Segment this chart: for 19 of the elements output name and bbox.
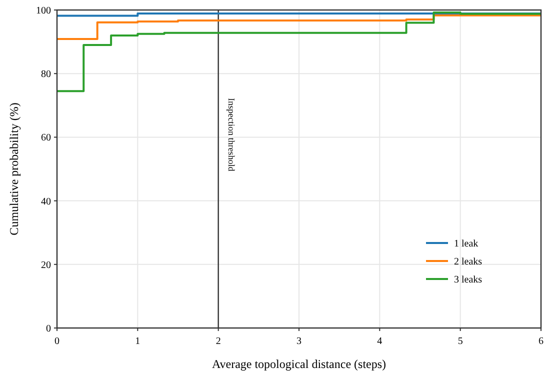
ref-line-label: Inspection threshold	[226, 98, 236, 172]
x-tick-label: 0	[54, 336, 60, 347]
y-tick-label: 0	[46, 324, 51, 334]
x-tick-label: 6	[538, 336, 544, 347]
y-tick-label: 80	[41, 69, 51, 80]
legend-label: 2 leaks	[454, 256, 482, 268]
y-axis-title: Cumulative probability (%)	[7, 102, 21, 236]
x-tick-label: 2	[216, 336, 221, 347]
x-tick-label: 5	[458, 336, 463, 347]
x-axis-title: Average topological distance (steps)	[212, 357, 386, 371]
x-tick-label: 1	[135, 336, 140, 347]
x-tick-label: 4	[377, 336, 382, 347]
legend-label: 3 leaks	[454, 274, 482, 286]
legend-label: 1 leak	[454, 238, 478, 250]
y-tick-label: 100	[36, 6, 51, 16]
x-tick-label: 3	[296, 336, 302, 347]
y-tick-label: 20	[41, 260, 51, 271]
y-tick-label: 40	[41, 196, 51, 208]
y-tick-label: 60	[41, 132, 51, 144]
